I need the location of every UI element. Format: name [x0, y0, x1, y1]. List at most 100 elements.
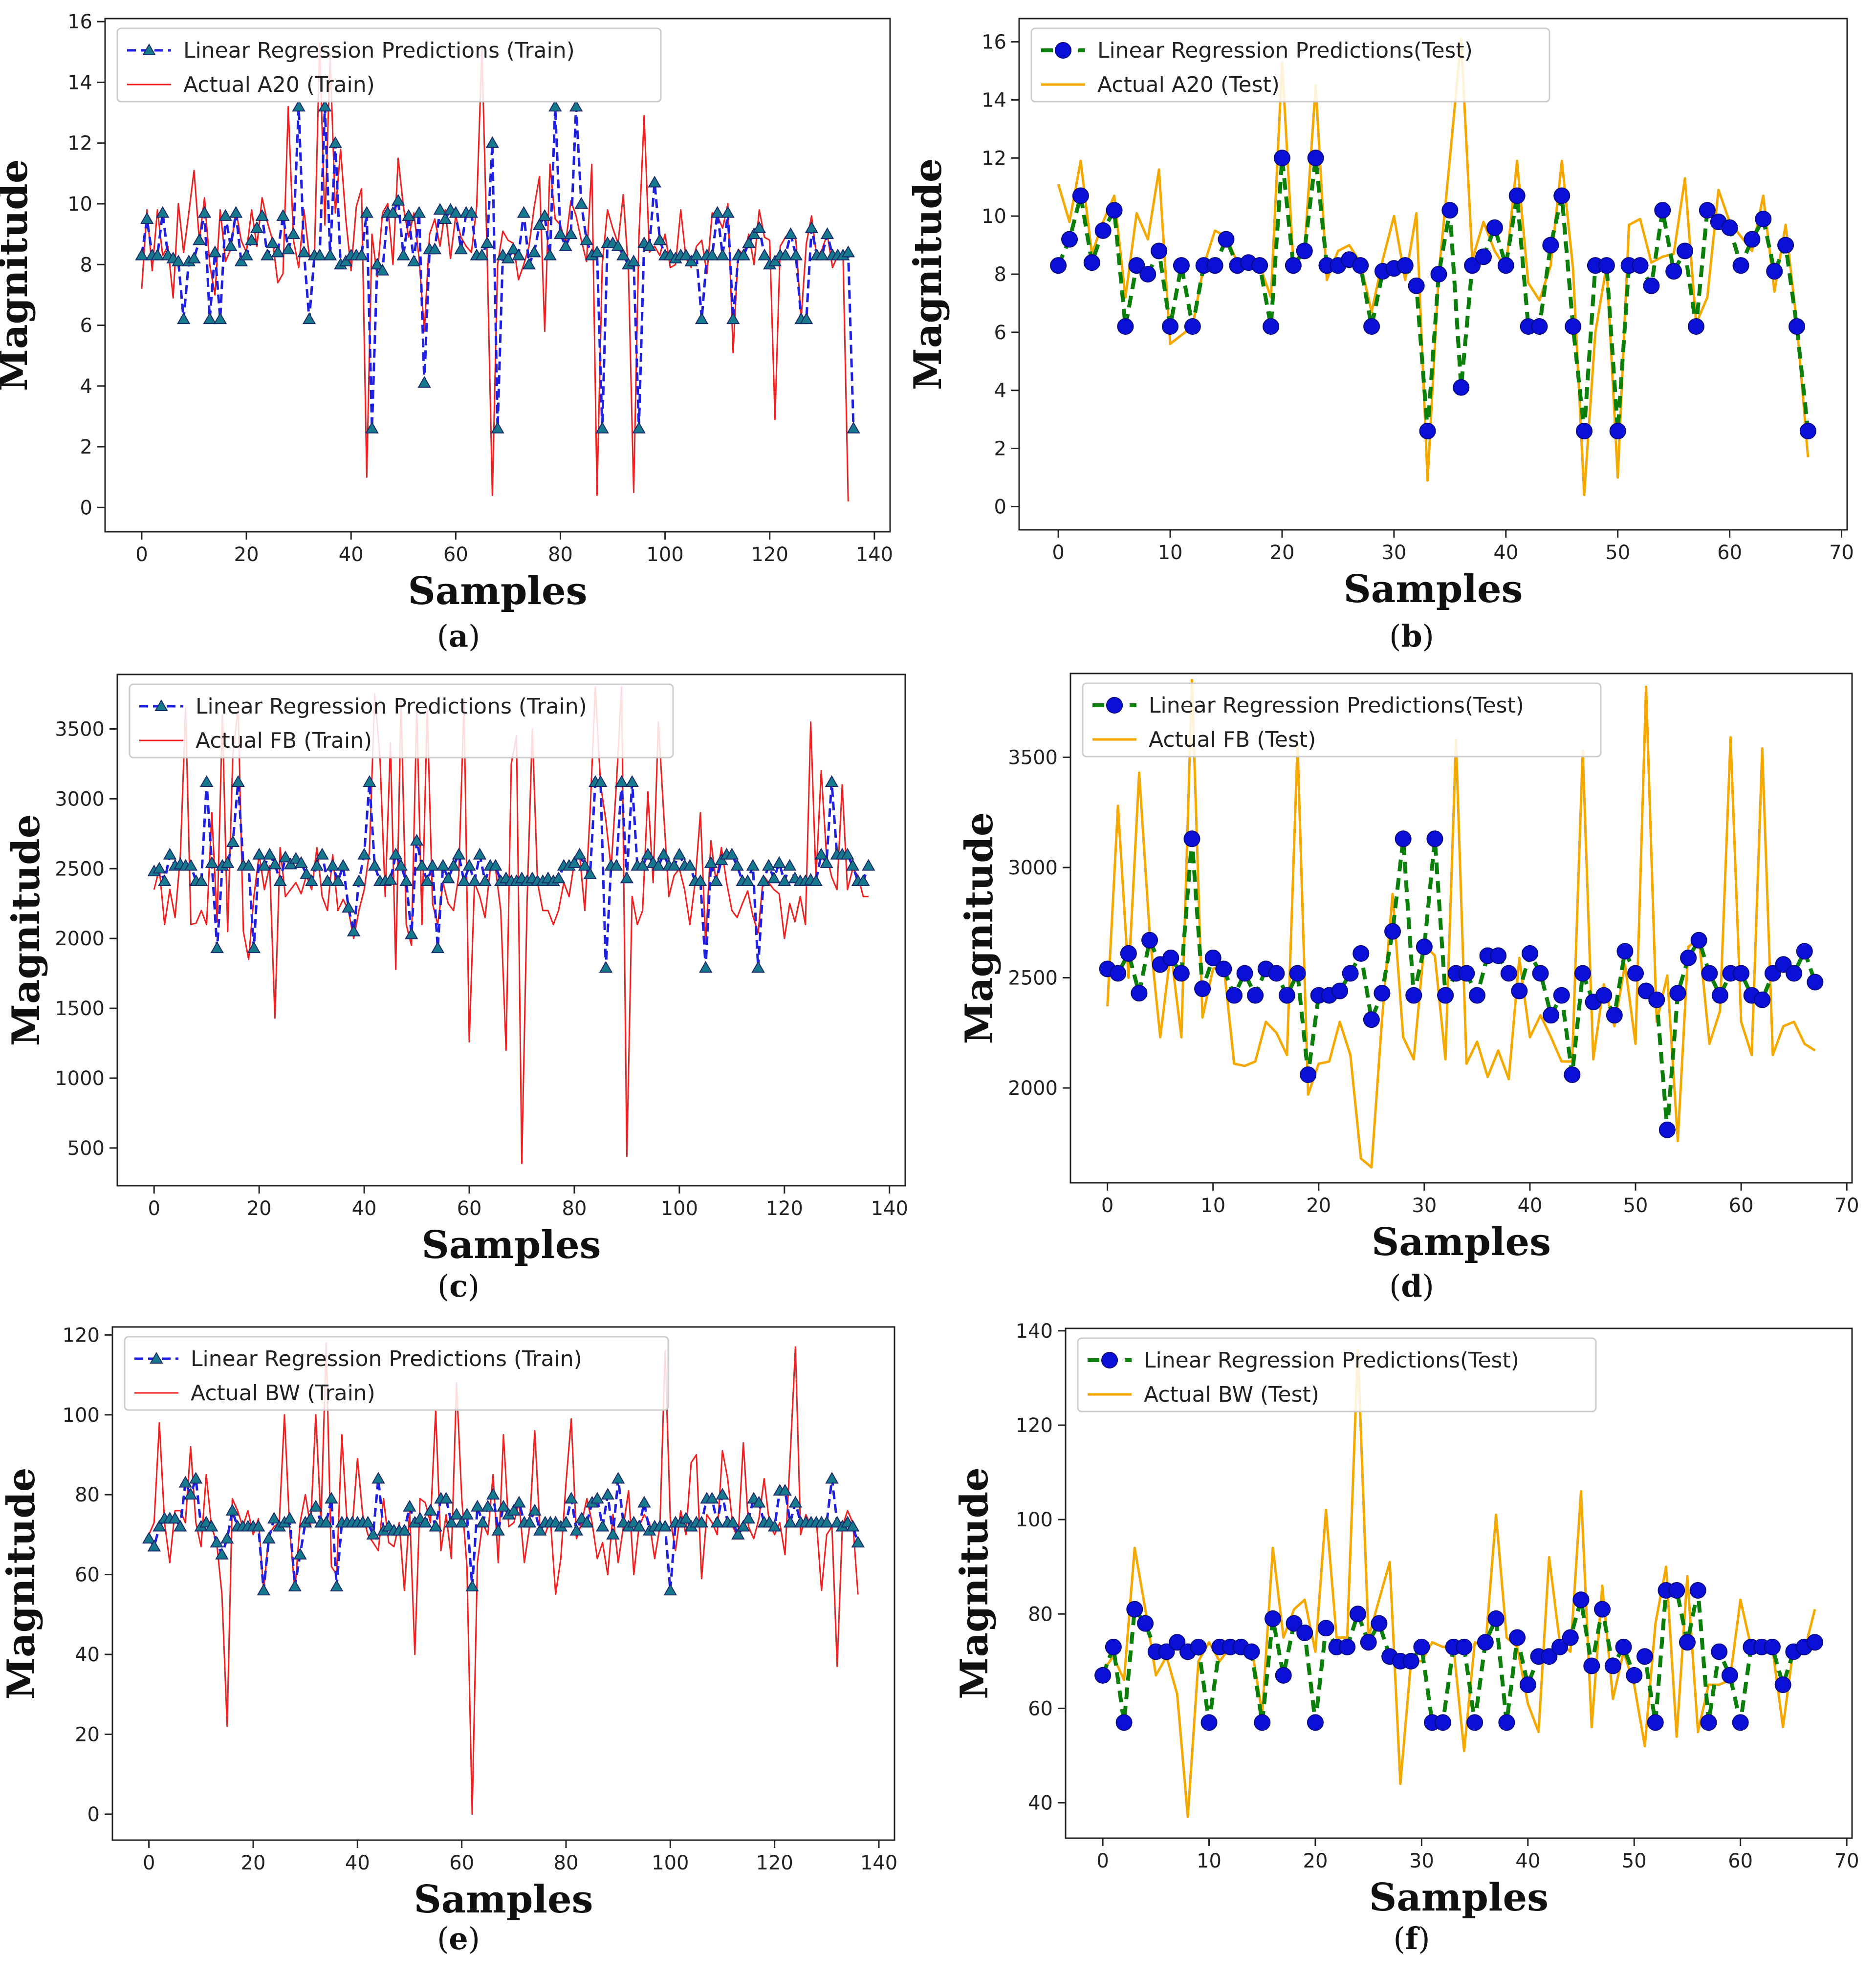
x-tick-label: 80	[562, 1197, 587, 1220]
data-point	[417, 376, 431, 388]
legend-box	[1030, 27, 1550, 103]
data-point	[725, 847, 739, 860]
data-point	[1615, 1638, 1632, 1655]
data-point	[241, 859, 256, 871]
data-point	[846, 1520, 860, 1532]
plot-frame	[116, 673, 906, 1187]
data-point	[1774, 1676, 1791, 1694]
data-point	[184, 1488, 197, 1500]
y-axis-title: Magnitude	[906, 158, 950, 391]
data-point	[318, 100, 332, 112]
data-point	[1254, 1714, 1271, 1731]
data-point	[683, 859, 697, 871]
data-point	[533, 1523, 547, 1536]
data-point	[637, 1496, 651, 1508]
data-point	[1141, 932, 1158, 949]
data-point	[261, 248, 274, 261]
data-point	[1604, 1657, 1621, 1674]
y-tick-label: 60	[1028, 1697, 1053, 1720]
data-point	[716, 248, 730, 261]
data-point	[389, 847, 403, 860]
data-point	[454, 242, 468, 255]
data-point	[255, 209, 269, 221]
chart-panel-f: 0 10 20 30 40 50 60 70 40 60 80 100 120 140 Samples Mag…	[952, 1320, 1859, 1956]
data-point	[611, 239, 625, 251]
data-point	[309, 1499, 323, 1512]
data-point	[365, 421, 379, 434]
data-point	[245, 233, 259, 245]
data-point	[641, 847, 655, 860]
data-point	[220, 856, 235, 868]
data-point	[1204, 949, 1222, 966]
data-point	[767, 1520, 782, 1532]
data-point	[1574, 965, 1591, 982]
data-point	[820, 227, 834, 239]
data-point	[478, 874, 492, 886]
legend: Linear Regression Predictions(Test) Actua…	[1030, 27, 1550, 103]
data-point	[1532, 965, 1549, 982]
data-point	[1158, 1643, 1175, 1660]
data-point	[595, 421, 609, 434]
data-point	[522, 258, 536, 270]
data-point	[1543, 1007, 1560, 1024]
data-point	[1126, 1601, 1143, 1618]
y-tick-label: 2	[994, 438, 1006, 460]
data-point	[305, 874, 319, 886]
data-point	[572, 847, 587, 860]
data-point	[751, 961, 765, 973]
data-point	[747, 227, 761, 239]
data-point	[1110, 965, 1127, 982]
data-point	[1754, 991, 1771, 1008]
data-point	[856, 874, 870, 886]
data-point	[489, 859, 502, 871]
data-point	[841, 847, 854, 860]
x-tick-label: 40	[345, 1852, 370, 1874]
data-point	[321, 874, 334, 886]
panel-caption: (d)	[1389, 1268, 1434, 1304]
data-point	[1564, 1066, 1581, 1083]
data-point	[1094, 222, 1112, 239]
data-point	[1636, 1648, 1654, 1665]
data-point	[257, 1584, 271, 1596]
data-point	[375, 263, 390, 276]
data-point	[462, 859, 476, 871]
data-point	[331, 874, 345, 886]
data-point	[397, 1523, 412, 1536]
data-point	[491, 1523, 505, 1536]
x-tick-label: 20	[234, 543, 259, 566]
data-point	[679, 1512, 693, 1524]
data-point	[176, 312, 191, 325]
data-point	[705, 248, 719, 261]
legend-marker	[150, 1351, 163, 1364]
x-tick-label: 0	[1096, 1850, 1109, 1872]
legend-label: Actual A20 (Train)	[183, 72, 375, 97]
data-point	[465, 1580, 479, 1592]
data-point	[1498, 1714, 1515, 1731]
data-point	[1497, 257, 1514, 274]
data-point	[1551, 1638, 1569, 1655]
data-point	[746, 859, 760, 871]
data-point	[178, 1476, 193, 1488]
data-point	[1744, 231, 1761, 248]
data-point	[1572, 1591, 1590, 1608]
data-point	[1453, 379, 1470, 396]
data-point	[151, 248, 164, 261]
data-point	[276, 209, 290, 221]
data-point	[368, 859, 382, 871]
data-point	[846, 859, 860, 871]
data-point	[758, 248, 771, 261]
data-point	[204, 1520, 218, 1532]
panel-caption: (f)	[1393, 1921, 1430, 1956]
data-point	[1342, 965, 1359, 982]
data-point	[229, 206, 243, 218]
data-point	[1732, 1714, 1749, 1731]
panel-caption: (e)	[437, 1921, 480, 1956]
data-point	[788, 1496, 803, 1508]
data-point	[1352, 257, 1369, 274]
data-point	[1396, 257, 1414, 274]
data-point	[405, 927, 418, 939]
data-point	[1677, 242, 1694, 260]
data-point	[352, 874, 366, 886]
data-point	[1183, 830, 1200, 847]
y-tick-label: 60	[75, 1564, 100, 1586]
